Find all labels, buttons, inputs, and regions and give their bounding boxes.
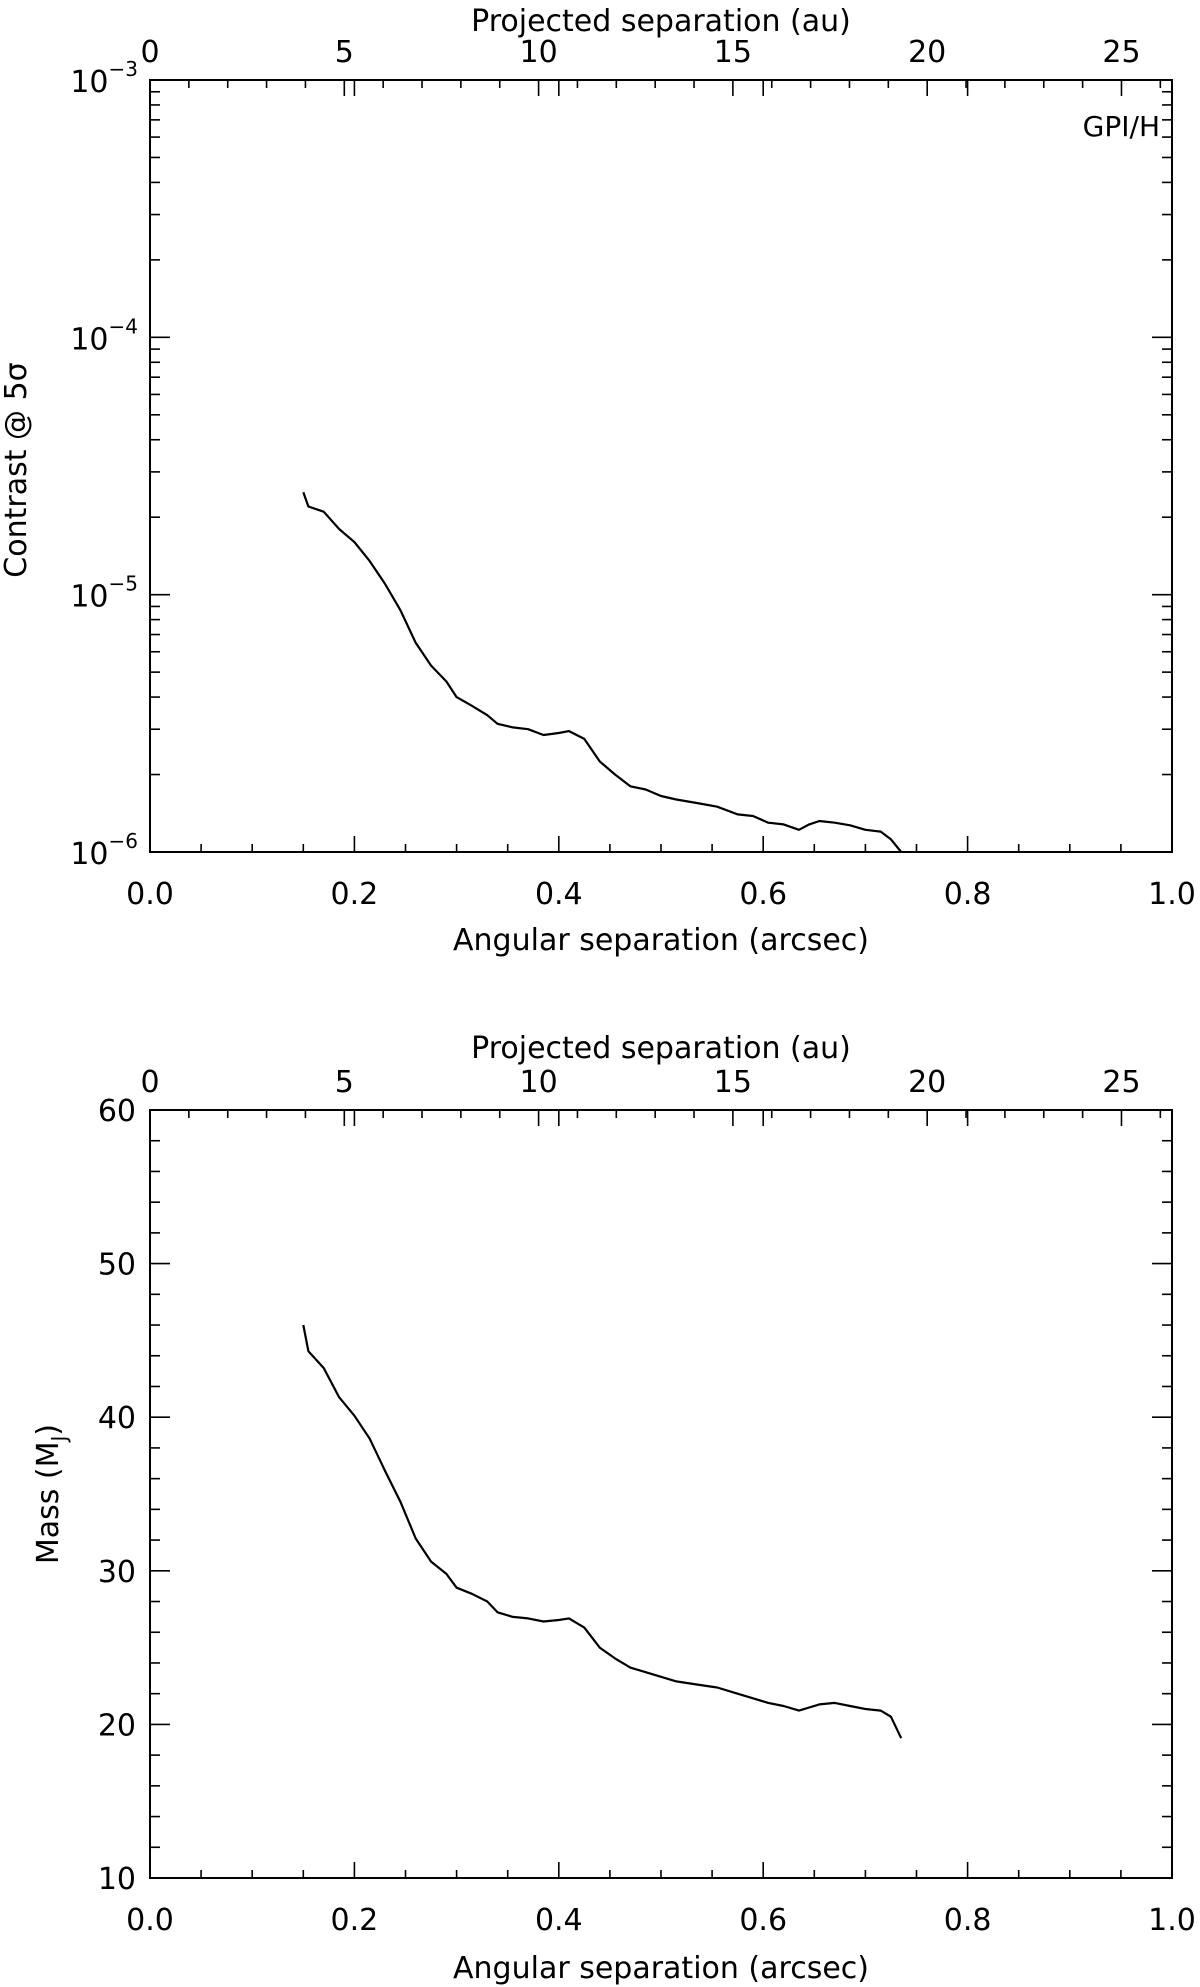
x-top-tick-label: 25	[1102, 1065, 1140, 1100]
mass-plot-frame	[149, 1109, 1173, 1879]
instrument-annotation: GPI/H	[1083, 110, 1160, 143]
x-tick-label: 1.0	[1148, 1903, 1196, 1938]
y-tick-label: 50	[98, 1248, 136, 1283]
x-top-tick-label: 0	[140, 1065, 159, 1100]
mass-x-axis-label: Angular separation (arcsec)	[453, 1951, 869, 1986]
y-tick-label-base: 10	[70, 65, 108, 100]
x-tick-label: 0.8	[944, 1903, 992, 1938]
y-tick-label: 10	[98, 1862, 136, 1897]
x-top-tick-label: 5	[335, 1065, 354, 1100]
x-top-tick-label: 15	[714, 1065, 752, 1100]
mass-x-top-ticks: 0 5 10 15 20 25	[140, 1065, 1162, 1126]
y-tick-label-exponent: −3	[109, 57, 138, 81]
y-tick-label: 40	[98, 1401, 136, 1436]
mass-x-top-axis-label: Projected separation (au)	[471, 1031, 851, 1066]
x-tick-label: 0.4	[535, 1903, 583, 1938]
y-tick-label-exponent: −4	[109, 314, 138, 338]
contrast-y-ticks: 10−610−510−410−3	[70, 57, 1172, 872]
y-tick-label: 10−5	[70, 572, 138, 615]
y-tick-label-base: 10	[70, 580, 108, 615]
contrast-plot-frame	[149, 79, 1173, 853]
x-top-tick-label: 20	[908, 35, 946, 70]
contrast-x-axis-label: Angular separation (arcsec)	[453, 923, 869, 958]
contrast-x-top-axis-label: Projected separation (au)	[471, 4, 851, 39]
y-tick-label: 10−3	[70, 57, 138, 100]
mass-y-ticks: 10 20 30 40 50 60	[98, 1094, 1172, 1897]
mass-x-ticks: 0.0 0.2 0.4 0.6 0.8 1.0	[126, 1110, 1196, 1938]
y-tick-label: 10−4	[70, 314, 138, 357]
x-top-tick-label: 20	[908, 1065, 946, 1100]
contrast-x-top-ticks: 0 5 10 15 20 25	[140, 35, 1162, 96]
x-top-tick-label: 10	[519, 35, 557, 70]
x-tick-label: 0.8	[944, 877, 992, 912]
y-tick-label: 20	[98, 1708, 136, 1743]
mass-y-axis-label-close: )	[31, 1424, 66, 1436]
y-tick-label-exponent: −6	[109, 829, 138, 853]
contrast-panel: 0.0 0.2 0.4 0.6 0.8 1.0 0 5 10 15 20 25 10−610−510…	[0, 4, 1196, 958]
x-tick-label: 0.0	[126, 877, 174, 912]
x-tick-label: 0.2	[331, 877, 379, 912]
x-tick-label: 0.4	[535, 877, 583, 912]
x-top-tick-label: 15	[714, 35, 752, 70]
x-top-tick-label: 25	[1102, 35, 1140, 70]
x-top-tick-label: 10	[519, 1065, 557, 1100]
y-tick-label: 30	[98, 1555, 136, 1590]
mass-y-axis-label: Mass (MJ)	[31, 1424, 71, 1564]
x-tick-label: 0.6	[739, 1903, 787, 1938]
contrast-curve-line	[302, 491, 903, 853]
x-top-tick-label: 5	[335, 35, 354, 70]
y-tick-label: 10−6	[70, 829, 138, 872]
y-tick-label-base: 10	[70, 837, 108, 872]
x-tick-label: 0.0	[126, 1903, 174, 1938]
x-tick-label: 0.2	[331, 1903, 379, 1938]
y-tick-label-exponent: −5	[109, 572, 138, 596]
y-tick-label-base: 10	[70, 322, 108, 357]
x-tick-label: 0.6	[739, 877, 787, 912]
mass-y-axis-label-subscript: J	[47, 1436, 71, 1444]
contrast-y-axis-label: Contrast @ 5σ	[0, 362, 34, 577]
mass-panel: 0.0 0.2 0.4 0.6 0.8 1.0 0 5 10 15 20 25 10 20 30 40 50…	[31, 1031, 1196, 1986]
contrast-x-ticks: 0.0 0.2 0.4 0.6 0.8 1.0	[126, 80, 1196, 912]
x-tick-label: 1.0	[1148, 877, 1196, 912]
mass-y-axis-label-main: Mass (M	[31, 1441, 66, 1564]
x-top-tick-label: 0	[140, 35, 159, 70]
y-tick-label: 60	[98, 1094, 136, 1129]
mass-curve-line	[302, 1324, 903, 1739]
